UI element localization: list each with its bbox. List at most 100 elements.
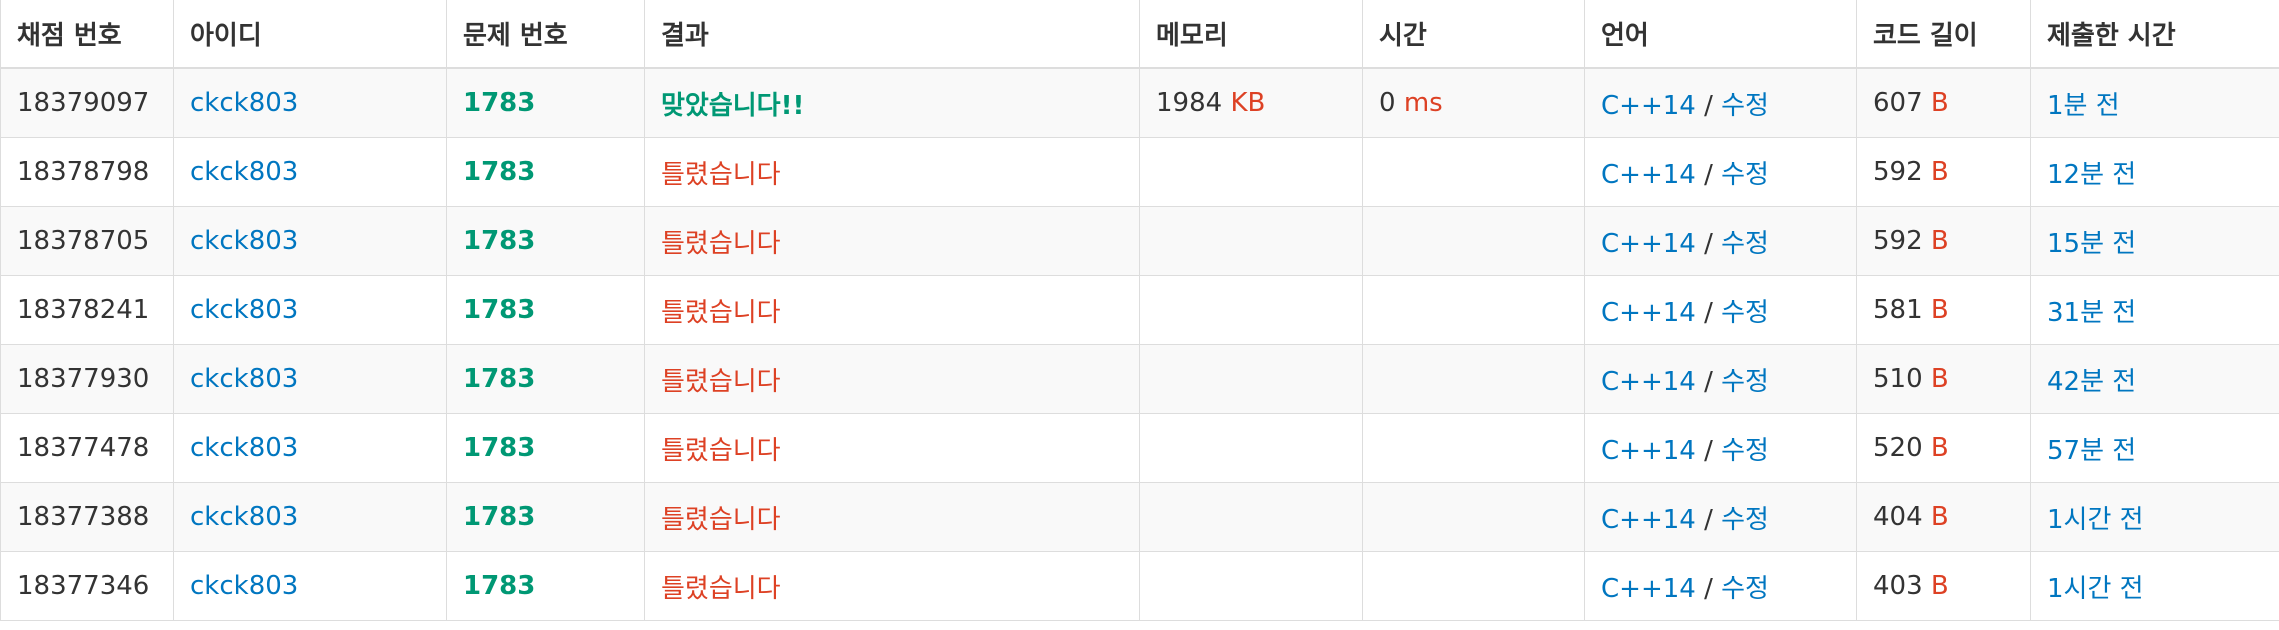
user-cell: ckck803 — [173, 344, 447, 414]
problem-cell: 1783 — [446, 67, 645, 138]
memory-cell: 1984 KB — [1139, 67, 1363, 138]
edit-link[interactable]: 수정 — [1721, 297, 1769, 328]
memory-cell — [1139, 137, 1363, 207]
result-cell: 틀렸습니다 — [644, 137, 1140, 207]
language-separator: / — [1704, 90, 1713, 121]
time-cell — [1362, 137, 1585, 207]
submitted-at-cell: 1시간 전 — [2030, 551, 2279, 621]
table-row: 18379097 ckck803 1783 맞았습니다!! 1984 KB 0 ms C++… — [0, 67, 2279, 138]
result-status: 틀렸습니다 — [661, 435, 781, 466]
result-status: 틀렸습니다 — [661, 504, 781, 535]
time-cell — [1362, 344, 1585, 414]
time-cell: 0 ms — [1362, 67, 1585, 138]
problem-cell: 1783 — [446, 413, 645, 483]
language-cell: C++14 / 수정 — [1584, 413, 1857, 483]
submitted-at-link[interactable]: 1분 전 — [2047, 90, 2120, 121]
table-header-row: 채점 번호 아이디 문제 번호 결과 메모리 시간 언어 코드 길이 제출한 시… — [0, 0, 2279, 69]
memory-cell — [1139, 413, 1363, 483]
language-separator: / — [1704, 435, 1713, 466]
edit-link[interactable]: 수정 — [1721, 228, 1769, 259]
problem-link[interactable]: 1783 — [463, 157, 536, 187]
code-length-cell: 403 B — [1856, 551, 2031, 621]
code-length-value: 592 — [1873, 157, 1923, 187]
result-cell: 틀렸습니다 — [644, 206, 1140, 276]
language-cell: C++14 / 수정 — [1584, 344, 1857, 414]
code-length-cell: 607 B — [1856, 67, 2031, 138]
problem-cell: 1783 — [446, 344, 645, 414]
submitted-at-link[interactable]: 42분 전 — [2047, 366, 2137, 397]
time-cell — [1362, 413, 1585, 483]
user-link[interactable]: ckck803 — [190, 433, 299, 463]
language-link[interactable]: C++14 — [1601, 504, 1696, 535]
edit-link[interactable]: 수정 — [1721, 366, 1769, 397]
result-cell: 틀렸습니다 — [644, 551, 1140, 621]
code-length-value: 510 — [1873, 364, 1923, 394]
edit-link[interactable]: 수정 — [1721, 504, 1769, 535]
header-code-length: 코드 길이 — [1856, 0, 2031, 69]
header-result: 결과 — [644, 0, 1140, 69]
user-link[interactable]: ckck803 — [190, 157, 299, 187]
submitted-at-cell: 57분 전 — [2030, 413, 2279, 483]
code-length-value: 592 — [1873, 226, 1923, 256]
code-length-unit: B — [1930, 364, 1949, 394]
language-cell: C++14 / 수정 — [1584, 275, 1857, 345]
problem-link[interactable]: 1783 — [463, 88, 536, 118]
submission-id: 18378798 — [0, 137, 174, 207]
user-link[interactable]: ckck803 — [190, 295, 299, 325]
user-link[interactable]: ckck803 — [190, 88, 299, 118]
memory-cell — [1139, 482, 1363, 552]
language-link[interactable]: C++14 — [1601, 297, 1696, 328]
problem-link[interactable]: 1783 — [463, 364, 536, 394]
result-status: 맞았습니다!! — [661, 90, 805, 121]
user-link[interactable]: ckck803 — [190, 364, 299, 394]
problem-link[interactable]: 1783 — [463, 226, 536, 256]
user-link[interactable]: ckck803 — [190, 502, 299, 532]
code-length-value: 607 — [1873, 88, 1923, 118]
header-submission-id: 채점 번호 — [0, 0, 174, 69]
edit-link[interactable]: 수정 — [1721, 435, 1769, 466]
result-status: 틀렸습니다 — [661, 297, 781, 328]
time-cell — [1362, 551, 1585, 621]
submitted-at-link[interactable]: 1시간 전 — [2047, 573, 2144, 604]
memory-unit: KB — [1230, 88, 1266, 118]
code-length-unit: B — [1930, 157, 1949, 187]
submitted-at-link[interactable]: 12분 전 — [2047, 159, 2137, 190]
code-length-unit: B — [1930, 88, 1949, 118]
submitted-at-cell: 15분 전 — [2030, 206, 2279, 276]
time-cell — [1362, 482, 1585, 552]
submitted-at-link[interactable]: 57분 전 — [2047, 435, 2137, 466]
user-cell: ckck803 — [173, 275, 447, 345]
language-link[interactable]: C++14 — [1601, 90, 1696, 121]
submitted-at-link[interactable]: 31분 전 — [2047, 297, 2137, 328]
edit-link[interactable]: 수정 — [1721, 90, 1769, 121]
language-separator: / — [1704, 366, 1713, 397]
language-link[interactable]: C++14 — [1601, 228, 1696, 259]
code-length-unit: B — [1930, 433, 1949, 463]
language-link[interactable]: C++14 — [1601, 435, 1696, 466]
problem-link[interactable]: 1783 — [463, 502, 536, 532]
language-cell: C++14 / 수정 — [1584, 551, 1857, 621]
language-link[interactable]: C++14 — [1601, 159, 1696, 190]
code-length-value: 404 — [1873, 502, 1923, 532]
submitted-at-link[interactable]: 15분 전 — [2047, 228, 2137, 259]
user-link[interactable]: ckck803 — [190, 571, 299, 601]
problem-cell: 1783 — [446, 275, 645, 345]
language-link[interactable]: C++14 — [1601, 573, 1696, 604]
submitted-at-cell: 42분 전 — [2030, 344, 2279, 414]
edit-link[interactable]: 수정 — [1721, 573, 1769, 604]
user-cell: ckck803 — [173, 137, 447, 207]
language-link[interactable]: C++14 — [1601, 366, 1696, 397]
submitted-at-link[interactable]: 1시간 전 — [2047, 504, 2144, 535]
result-status: 틀렸습니다 — [661, 159, 781, 190]
problem-link[interactable]: 1783 — [463, 571, 536, 601]
submission-id: 18378241 — [0, 275, 174, 345]
code-length-unit: B — [1930, 502, 1949, 532]
language-cell: C++14 / 수정 — [1584, 482, 1857, 552]
result-cell: 틀렸습니다 — [644, 344, 1140, 414]
edit-link[interactable]: 수정 — [1721, 159, 1769, 190]
problem-link[interactable]: 1783 — [463, 295, 536, 325]
user-link[interactable]: ckck803 — [190, 226, 299, 256]
user-cell: ckck803 — [173, 206, 447, 276]
problem-link[interactable]: 1783 — [463, 433, 536, 463]
